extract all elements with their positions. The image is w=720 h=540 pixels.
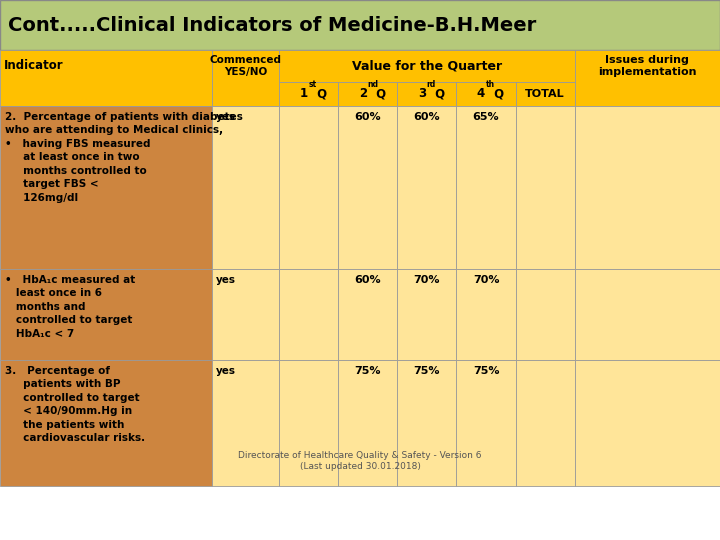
- Bar: [338, 106, 397, 269]
- Bar: [456, 106, 516, 269]
- Text: controlled to target: controlled to target: [5, 315, 132, 326]
- Bar: [575, 269, 720, 360]
- Bar: [212, 360, 279, 486]
- Text: 2.  Percentage of patients with diabetes: 2. Percentage of patients with diabetes: [5, 112, 243, 122]
- Text: th: th: [485, 80, 495, 89]
- Text: st: st: [308, 80, 317, 89]
- Bar: [397, 269, 456, 360]
- Text: Q: Q: [431, 87, 445, 100]
- Bar: [212, 50, 279, 106]
- Text: 75%: 75%: [473, 366, 499, 376]
- Text: target FBS <: target FBS <: [5, 179, 99, 190]
- Bar: [0, 269, 212, 360]
- Text: yes: yes: [217, 366, 236, 376]
- Text: 60%: 60%: [414, 112, 440, 122]
- Text: cardiovascular risks.: cardiovascular risks.: [5, 433, 145, 443]
- Text: Directorate of Healthcare Quality & Safety - Version 6
(Last updated 30.01.2018): Directorate of Healthcare Quality & Safe…: [238, 451, 482, 471]
- Text: yes: yes: [217, 112, 236, 122]
- Bar: [516, 360, 575, 486]
- Text: Indicator: Indicator: [4, 59, 63, 72]
- Text: 60%: 60%: [355, 275, 381, 285]
- Bar: [338, 360, 397, 486]
- Text: 4: 4: [477, 87, 485, 100]
- Bar: [279, 106, 338, 269]
- Text: •   having FBS measured: • having FBS measured: [5, 139, 150, 149]
- Bar: [212, 106, 279, 269]
- Bar: [338, 269, 397, 360]
- Text: months controlled to: months controlled to: [5, 166, 147, 176]
- Text: months and: months and: [5, 302, 86, 312]
- Text: at least once in two: at least once in two: [5, 152, 140, 163]
- Text: Q: Q: [313, 87, 327, 100]
- Text: 75%: 75%: [355, 366, 381, 376]
- Text: patients with BP: patients with BP: [5, 379, 120, 389]
- Bar: [338, 82, 397, 106]
- Text: Commenced
YES/NO: Commenced YES/NO: [210, 55, 282, 77]
- Text: Q: Q: [490, 87, 504, 100]
- Text: nd: nd: [367, 80, 379, 89]
- Text: the patients with: the patients with: [5, 420, 125, 430]
- Text: •   HbA₁ᴄ measured at: • HbA₁ᴄ measured at: [5, 275, 135, 285]
- Bar: [516, 106, 575, 269]
- Text: 70%: 70%: [473, 275, 499, 285]
- Text: least once in 6: least once in 6: [5, 288, 102, 299]
- Text: Q: Q: [372, 87, 386, 100]
- Bar: [575, 360, 720, 486]
- Bar: [0, 0, 720, 50]
- Text: Issues during
implementation: Issues during implementation: [598, 55, 696, 77]
- Text: 75%: 75%: [414, 366, 440, 376]
- Bar: [279, 269, 338, 360]
- Text: 3.   Percentage of: 3. Percentage of: [5, 366, 110, 376]
- Bar: [397, 360, 456, 486]
- Bar: [279, 360, 338, 486]
- Bar: [456, 360, 516, 486]
- Bar: [279, 50, 575, 82]
- Text: who are attending to Medical clinics,: who are attending to Medical clinics,: [5, 125, 223, 136]
- Text: 2: 2: [359, 87, 367, 100]
- Text: 3: 3: [418, 87, 426, 100]
- Text: yes: yes: [217, 275, 236, 285]
- Text: HbA₁ᴄ < 7: HbA₁ᴄ < 7: [5, 329, 74, 339]
- Bar: [516, 269, 575, 360]
- Text: 1: 1: [300, 87, 308, 100]
- Bar: [575, 50, 720, 106]
- Bar: [397, 106, 456, 269]
- Text: rd: rd: [426, 80, 436, 89]
- Bar: [0, 106, 212, 269]
- Bar: [212, 269, 279, 360]
- Text: 126mg/dl: 126mg/dl: [5, 193, 78, 203]
- Bar: [456, 82, 516, 106]
- Bar: [516, 82, 575, 106]
- Bar: [456, 269, 516, 360]
- Bar: [575, 106, 720, 269]
- Text: TOTAL: TOTAL: [525, 89, 565, 99]
- Text: controlled to target: controlled to target: [5, 393, 140, 403]
- Bar: [397, 82, 456, 106]
- Text: 65%: 65%: [473, 112, 499, 122]
- Text: Value for the Quarter: Value for the Quarter: [352, 59, 502, 72]
- Text: 60%: 60%: [355, 112, 381, 122]
- Text: Cont.....Clinical Indicators of Medicine-B.H.Meer: Cont.....Clinical Indicators of Medicine…: [8, 16, 536, 35]
- Text: 70%: 70%: [414, 275, 440, 285]
- Bar: [0, 360, 212, 486]
- Text: < 140/90mm.Hg in: < 140/90mm.Hg in: [5, 406, 132, 416]
- Bar: [279, 82, 338, 106]
- Bar: [0, 50, 212, 106]
